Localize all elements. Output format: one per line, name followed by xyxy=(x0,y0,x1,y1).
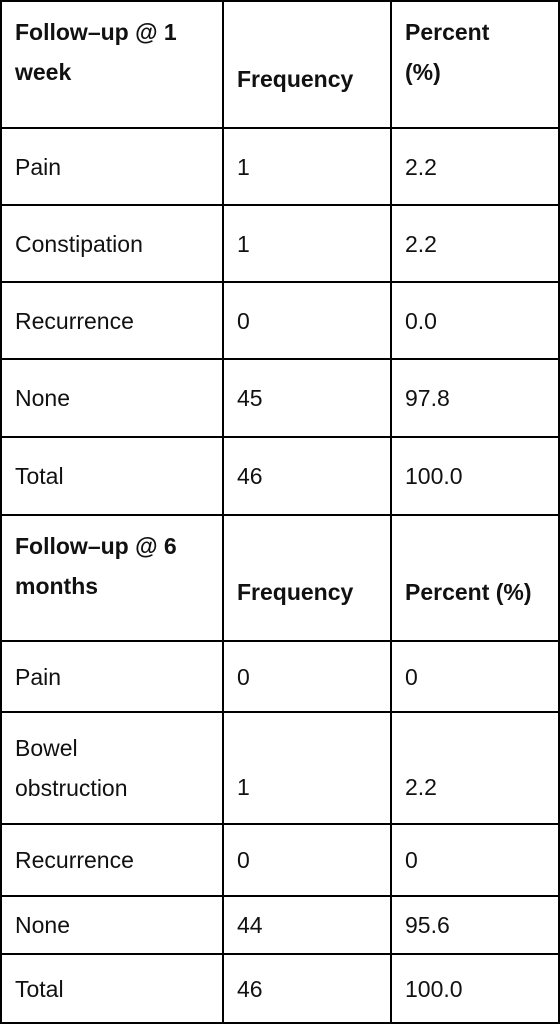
header-cell-percent: Percent (%) xyxy=(405,19,490,85)
header-cell-followup-6months: Follow–up @ 6 months xyxy=(2,516,224,640)
table-row: Constipation 1 2.2 xyxy=(2,206,558,283)
row-frequency: 46 xyxy=(224,438,392,514)
table-row: Total 46 100.0 xyxy=(2,438,558,516)
row-frequency: 0 xyxy=(224,283,392,358)
row-percent: 2.2 xyxy=(405,230,437,257)
table-row: Recurrence 0 0.0 xyxy=(2,283,558,360)
row-percent: 0 xyxy=(405,663,418,690)
row-percent: 95.6 xyxy=(405,912,450,938)
row-label: Constipation xyxy=(2,206,224,281)
row-percent: 2.2 xyxy=(405,153,437,180)
header-cell-frequency: Frequency xyxy=(224,2,392,127)
table-header-6months: Follow–up @ 6 months Frequency Percent (… xyxy=(2,516,558,642)
row-label: Pain xyxy=(2,642,224,711)
row-label: Total xyxy=(2,438,224,514)
row-frequency: 46 xyxy=(224,955,392,1022)
row-label: Bowel obstruction xyxy=(2,713,224,823)
row-label: None xyxy=(2,360,224,436)
row-frequency: 44 xyxy=(224,897,392,953)
row-frequency: 1 xyxy=(224,129,392,204)
row-label: None xyxy=(2,897,224,953)
header-cell-frequency: Frequency xyxy=(224,516,392,640)
row-frequency: 1 xyxy=(224,206,392,281)
row-percent: 0 xyxy=(405,847,418,873)
row-percent: 0.0 xyxy=(405,307,437,334)
table-row: Total 46 100.0 xyxy=(2,955,558,1022)
table-row: None 45 97.8 xyxy=(2,360,558,438)
row-frequency: 0 xyxy=(224,642,392,711)
row-frequency: 1 xyxy=(224,713,392,823)
row-frequency: 45 xyxy=(224,360,392,436)
row-label: Total xyxy=(2,955,224,1022)
row-percent: 2.2 xyxy=(405,774,437,800)
row-frequency: 0 xyxy=(224,825,392,895)
table-row: Pain 1 2.2 xyxy=(2,129,558,206)
header-cell-percent: Percent (%) xyxy=(405,579,532,605)
table-row: Recurrence 0 0 xyxy=(2,825,558,897)
row-percent: 97.8 xyxy=(405,385,450,411)
table-header-1week: Follow–up @ 1 week Frequency Percent (%) xyxy=(2,2,558,129)
table-row: Pain 0 0 xyxy=(2,642,558,713)
table-row: None 44 95.6 xyxy=(2,897,558,955)
row-percent: 100.0 xyxy=(405,463,463,489)
row-percent: 100.0 xyxy=(405,975,463,1002)
header-cell-followup-1week: Follow–up @ 1 week xyxy=(2,2,224,127)
row-label: Recurrence xyxy=(2,283,224,358)
row-label: Recurrence xyxy=(2,825,224,895)
row-label: Pain xyxy=(2,129,224,204)
table-row: Bowel obstruction 1 2.2 xyxy=(2,713,558,825)
